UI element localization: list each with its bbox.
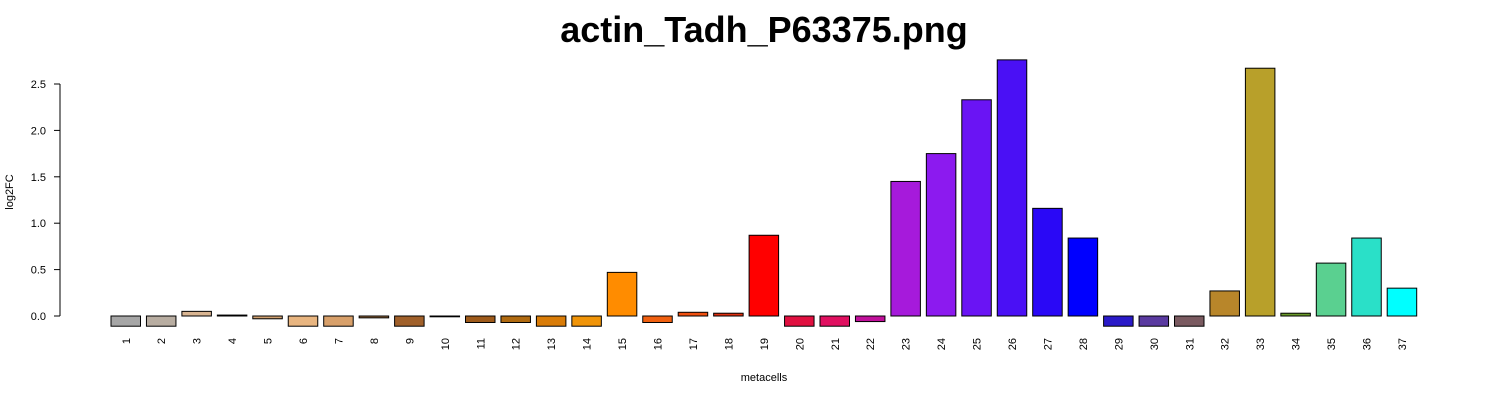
x-tick-label: 33 (1255, 338, 1267, 350)
x-tick-label: 13 (546, 338, 558, 350)
x-tick-label: 21 (830, 338, 842, 350)
bar (961, 99, 992, 317)
bar (1209, 290, 1240, 317)
bar (1067, 237, 1099, 317)
y-tick-label: 1.0 (31, 218, 46, 230)
bar (713, 312, 744, 317)
x-tick-label: 34 (1291, 338, 1303, 350)
bar (110, 315, 141, 327)
x-tick-label: 37 (1397, 338, 1409, 350)
bar (394, 315, 425, 327)
x-tick-label: 22 (865, 338, 877, 350)
bar (1386, 287, 1418, 317)
bar (677, 311, 709, 317)
bar (287, 315, 319, 327)
bar (465, 315, 496, 323)
bar (748, 234, 780, 317)
x-tick-label: 12 (511, 338, 523, 350)
bar (1103, 315, 1134, 327)
x-tick-label: 2 (156, 338, 168, 344)
y-tick-label: 1.5 (31, 172, 46, 184)
chart-title: actin_Tadh_P63375.png (560, 9, 967, 50)
y-tick-label: 2.5 (31, 79, 46, 91)
x-tick-label: 9 (404, 338, 416, 344)
x-axis-label: metacells (741, 372, 788, 384)
bar (1280, 312, 1311, 317)
y-tick-label: 2.0 (31, 125, 46, 137)
x-tick-label: 26 (1007, 338, 1019, 350)
bar (1138, 315, 1170, 327)
x-tick-label: 1 (121, 338, 133, 344)
y-axis: 0.0 0.5 1.0 1.5 2.0 2.5 (31, 79, 61, 323)
bar (323, 315, 354, 327)
bar (784, 315, 815, 327)
x-tick-label: 24 (936, 338, 948, 350)
x-tick-label: 19 (759, 338, 771, 350)
x-tick-label: 8 (369, 338, 381, 344)
bar (500, 315, 531, 323)
x-tick-label: 27 (1042, 338, 1054, 350)
x-tick-labels: 1 2 3 4 5 6 7 8 9 10 11 12 13 14 15 16 17 18 19 20 21 22 23 24 2… (121, 338, 1409, 350)
x-tick-label: 35 (1326, 338, 1338, 350)
bar (890, 180, 921, 317)
bar (1032, 207, 1063, 317)
y-axis-label: log2FC (4, 174, 16, 210)
bar (571, 315, 602, 327)
x-tick-label: 31 (1184, 338, 1196, 350)
bar (429, 315, 461, 318)
x-tick-label: 6 (298, 338, 310, 344)
x-tick-label: 32 (1220, 338, 1232, 350)
bar (854, 315, 886, 323)
x-tick-label: 18 (723, 338, 735, 350)
bar (145, 315, 177, 327)
x-tick-label: 15 (617, 338, 629, 350)
bar (819, 315, 850, 327)
x-tick-label: 7 (333, 338, 345, 344)
x-tick-label: 17 (688, 338, 700, 350)
x-tick-label: 3 (192, 338, 204, 344)
x-tick-label: 30 (1149, 338, 1161, 350)
bar (535, 315, 567, 327)
x-tick-label: 14 (582, 338, 594, 350)
bar (996, 59, 1028, 317)
x-tick-label: 23 (901, 338, 913, 350)
x-tick-label: 10 (440, 338, 452, 350)
x-tick-label: 5 (263, 338, 275, 344)
bar (252, 315, 283, 320)
bar (1315, 262, 1347, 317)
bar (1351, 237, 1382, 317)
x-tick-label: 28 (1078, 338, 1090, 350)
bar (1244, 67, 1276, 317)
x-tick-label: 16 (653, 338, 665, 350)
y-tick-label: 0.0 (31, 311, 46, 323)
x-tick-label: 4 (227, 338, 239, 344)
x-tick-label: 11 (475, 338, 487, 349)
y-tick-label: 0.5 (31, 265, 46, 277)
bar (925, 153, 957, 317)
bar (216, 314, 248, 317)
x-tick-label: 25 (972, 338, 984, 350)
bar (181, 310, 212, 317)
x-tick-label: 20 (794, 338, 806, 350)
bar (358, 315, 390, 319)
bar (1174, 315, 1205, 327)
x-tick-label: 36 (1362, 338, 1374, 350)
bars (110, 59, 1418, 327)
bar (642, 315, 673, 323)
bar (606, 271, 638, 317)
x-tick-label: 29 (1113, 338, 1125, 350)
